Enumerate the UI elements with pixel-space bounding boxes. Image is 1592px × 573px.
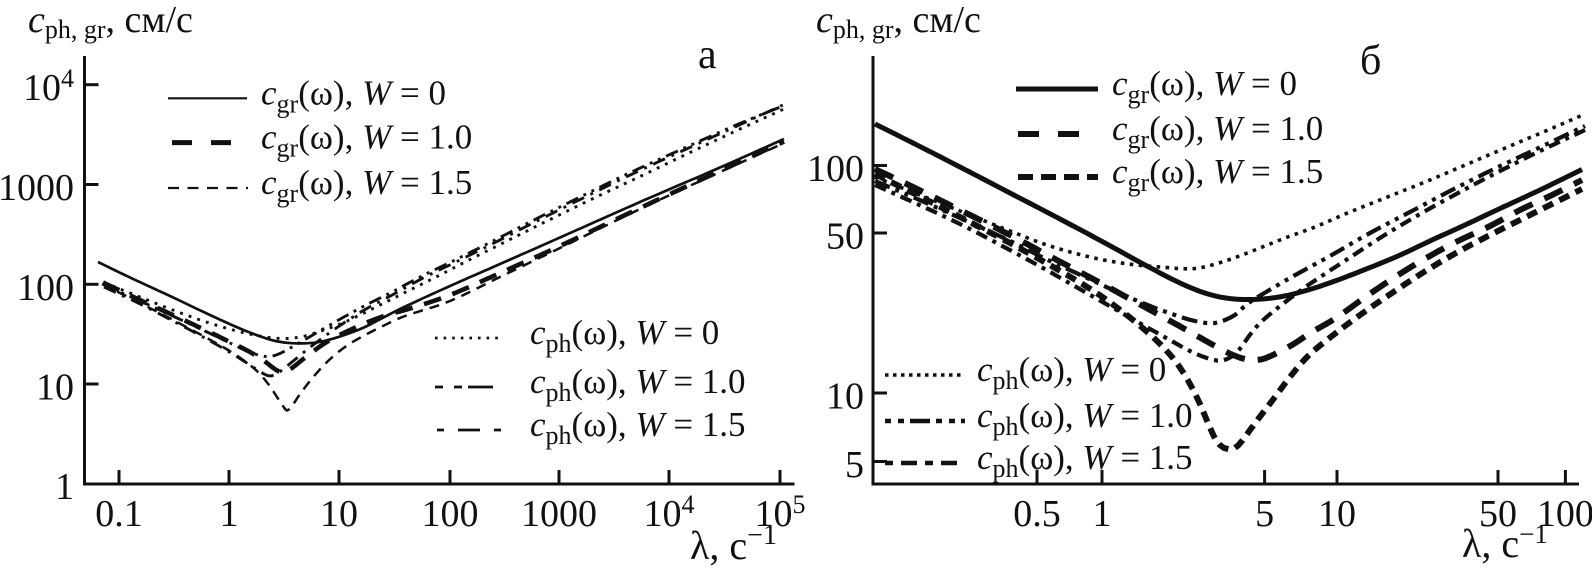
svg-text:0.5: 0.5: [1013, 493, 1061, 535]
svg-text:104: 104: [644, 490, 695, 535]
svg-text:cgr(ω), W = 0: cgr(ω), W = 0: [1112, 64, 1297, 109]
svg-text:1000: 1000: [521, 493, 597, 535]
svg-text:cph(ω), W = 1.5: cph(ω), W = 1.5: [977, 438, 1193, 483]
svg-text:100: 100: [422, 493, 479, 535]
svg-text:б: б: [1360, 38, 1381, 84]
svg-text:cgr(ω), W = 1.0: cgr(ω), W = 1.0: [261, 118, 472, 163]
svg-text:cgr(ω), W = 1.5: cgr(ω), W = 1.5: [261, 163, 472, 208]
svg-text:1: 1: [55, 466, 74, 508]
svg-text:cph(ω), W = 1.0: cph(ω), W = 1.0: [530, 362, 746, 407]
svg-text:100: 100: [17, 267, 74, 309]
svg-text:cgr(ω), W = 1.0: cgr(ω), W = 1.0: [1112, 109, 1323, 154]
svg-text:10: 10: [826, 376, 864, 418]
svg-text:cph(ω), W = 1.0: cph(ω), W = 1.0: [977, 396, 1193, 441]
svg-text:1000: 1000: [0, 167, 74, 209]
svg-text:10: 10: [1318, 493, 1356, 535]
svg-text:cgr(ω), W = 0: cgr(ω), W = 0: [261, 73, 446, 118]
svg-text:а: а: [698, 32, 717, 78]
svg-text:cph, gr, см/с: cph, gr, см/с: [28, 0, 193, 44]
svg-text:50: 50: [1479, 493, 1517, 535]
svg-text:10: 10: [320, 493, 358, 535]
svg-text:cph(ω), W = 1.5: cph(ω), W = 1.5: [530, 405, 746, 450]
svg-text:cph(ω), W = 0: cph(ω), W = 0: [530, 313, 719, 358]
svg-text:0.1: 0.1: [95, 493, 143, 535]
svg-text:1: 1: [1093, 493, 1112, 535]
svg-text:50: 50: [826, 216, 864, 258]
svg-text:cgr(ω), W = 1.5: cgr(ω), W = 1.5: [1112, 152, 1323, 197]
svg-text:cph(ω), W = 0: cph(ω), W = 0: [977, 350, 1166, 395]
svg-text:10: 10: [36, 367, 74, 409]
svg-text:cph, gr, см/с: cph, gr, см/с: [816, 0, 981, 44]
svg-text:100: 100: [807, 148, 864, 190]
svg-text:100: 100: [1537, 493, 1592, 535]
svg-text:5: 5: [845, 444, 864, 486]
svg-text:5: 5: [1255, 493, 1274, 535]
svg-text:1: 1: [220, 493, 239, 535]
